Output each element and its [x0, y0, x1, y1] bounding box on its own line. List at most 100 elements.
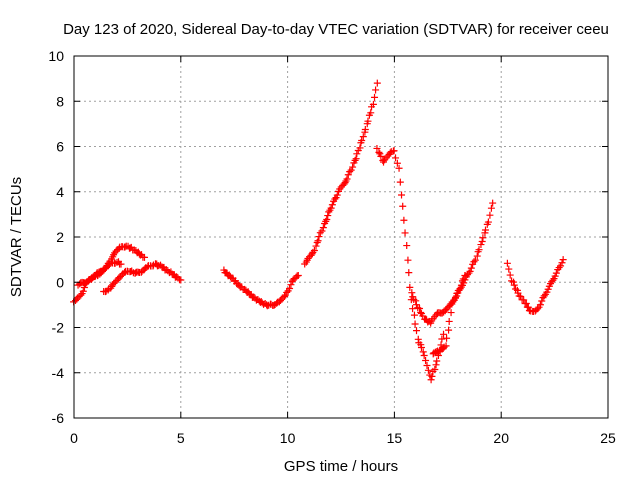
y-tick-label: 0	[56, 274, 64, 290]
data-point	[404, 256, 412, 264]
data-point	[503, 259, 511, 267]
data-point	[390, 147, 398, 155]
data-point	[346, 168, 354, 176]
data-point	[538, 297, 546, 305]
data-point	[422, 357, 430, 365]
data-point	[371, 93, 379, 101]
data-point	[373, 79, 381, 87]
data-point	[431, 365, 439, 373]
x-axis-ticks: 0 5 10 15 20 25	[70, 56, 616, 446]
data-point	[341, 179, 349, 187]
data-point	[358, 137, 366, 145]
data-point	[286, 284, 294, 292]
data-point	[405, 269, 413, 277]
data-point	[375, 148, 383, 156]
data-point	[459, 275, 467, 283]
data-point	[524, 303, 532, 311]
data-point	[399, 202, 407, 210]
data-point	[510, 281, 518, 289]
data-point	[353, 150, 361, 158]
data-point	[401, 229, 409, 237]
y-tick-label: 10	[48, 48, 64, 64]
data-point	[287, 281, 295, 289]
data-point	[479, 234, 487, 242]
data-point	[520, 296, 528, 304]
data-point	[408, 289, 416, 297]
data-point	[427, 376, 435, 384]
data-point	[312, 242, 320, 250]
data-point	[369, 100, 377, 108]
data-point	[351, 156, 359, 164]
data-point	[356, 144, 364, 152]
data-point	[445, 317, 453, 325]
data-point	[505, 265, 513, 273]
data-point	[457, 281, 465, 289]
data-point	[373, 144, 381, 152]
data-point	[432, 361, 440, 369]
data-point	[454, 287, 462, 295]
data-point	[325, 208, 333, 216]
data-point	[281, 292, 289, 300]
data-point	[471, 256, 479, 264]
data-point	[551, 272, 559, 280]
data-point	[484, 218, 492, 226]
y-tick-label: -2	[52, 320, 65, 336]
data-point	[473, 252, 481, 260]
data-point	[314, 237, 322, 245]
data-point	[344, 171, 352, 179]
x-tick-label: 10	[280, 430, 296, 446]
data-point	[522, 300, 530, 308]
data-point	[424, 366, 432, 374]
data-point	[559, 256, 567, 264]
data-points	[70, 79, 567, 384]
data-point	[416, 305, 424, 313]
x-tick-label: 5	[177, 430, 185, 446]
data-point	[487, 204, 495, 212]
data-point	[517, 292, 525, 300]
data-point	[393, 159, 401, 167]
data-point	[79, 287, 87, 295]
data-point	[352, 155, 360, 163]
data-point	[377, 152, 385, 160]
data-point	[367, 109, 375, 117]
data-point	[430, 349, 438, 357]
data-point	[428, 372, 436, 380]
data-point	[558, 259, 566, 267]
y-tick-label: 2	[56, 229, 64, 245]
data-point	[534, 305, 542, 313]
y-axis-title: SDTVAR / TECUs	[8, 177, 25, 297]
data-point	[412, 297, 420, 305]
data-point	[419, 348, 427, 356]
data-point	[111, 249, 119, 257]
data-point	[333, 191, 341, 199]
data-point	[481, 226, 489, 234]
data-point	[447, 309, 455, 317]
data-point	[555, 264, 563, 272]
data-point	[443, 334, 451, 342]
data-point	[349, 163, 357, 171]
data-point	[319, 224, 327, 232]
data-point	[510, 278, 518, 286]
y-tick-label: 6	[56, 139, 64, 155]
data-point	[456, 285, 464, 293]
y-axis-ticks: -6 -4 -2 0 2 4 6 8 10	[48, 48, 608, 426]
data-point	[467, 264, 475, 272]
x-tick-label: 0	[70, 430, 78, 446]
data-point	[315, 233, 323, 241]
data-point	[121, 243, 129, 251]
data-point	[433, 357, 441, 365]
data-point	[452, 293, 460, 301]
data-point	[304, 254, 312, 262]
data-point	[450, 296, 458, 304]
data-point	[403, 242, 411, 250]
data-point	[359, 133, 367, 141]
data-point	[465, 269, 473, 277]
x-tick-label: 20	[493, 430, 509, 446]
data-point	[400, 216, 408, 224]
data-point	[434, 351, 442, 359]
data-point	[470, 258, 478, 266]
data-point	[396, 178, 404, 186]
data-point	[445, 326, 453, 334]
